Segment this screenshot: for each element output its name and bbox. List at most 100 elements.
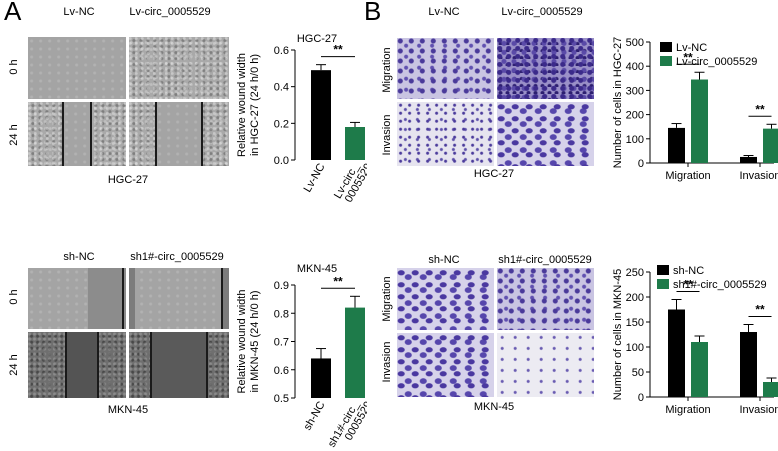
- col-label-lv-nc: Lv-NC: [63, 6, 95, 18]
- chart-transwell-mkn45-category-label: Migration: [665, 404, 710, 416]
- chart-transwell-hgc27-bar: [740, 156, 757, 163]
- chart-wound-hgc27-y-tick-label: 0.4: [274, 82, 289, 94]
- chart-wound-hgc27: HGC-27 Relative wound width in HGC-27 (24 …: [236, 33, 367, 205]
- chart-transwell-mkn45-y-tick-label: 0: [638, 392, 644, 404]
- chart-transwell-mkn45-sig-stars: **: [683, 278, 693, 292]
- wound-image-mkn45-sh1circ-0h: [129, 268, 229, 329]
- wound-image-mkn45-shnc-0h: [28, 268, 126, 329]
- row-label-0h: 0 h: [8, 59, 20, 75]
- chart-transwell-hgc27-bar: [691, 79, 708, 163]
- wound-image-mkn45-sh1circ-24h: [129, 332, 229, 398]
- chart-transwell-hgc27-y-tick-label: 0: [638, 158, 644, 170]
- chart-transwell-mkn45-legend-label: sh1#-circ_0005529: [673, 279, 767, 291]
- chart-transwell-mkn45-bar: [763, 382, 778, 397]
- chart-wound-mkn45-ylabel: in MKN-45 (24 h/0 h): [249, 290, 261, 392]
- chart-wound-mkn45-y-tick-label: 0.7: [274, 337, 289, 349]
- transwell-mkn45-shnc-migration: [397, 268, 494, 330]
- col-label-b-sh1-circ: sh1#-circ_0005529: [498, 254, 592, 266]
- chart-transwell-mkn45-legend-swatch: [657, 279, 669, 289]
- chart-transwell-mkn45-bar: [740, 332, 757, 397]
- chart-transwell-mkn45-legend-swatch: [657, 265, 669, 275]
- chart-transwell-mkn45-category-label: Invasion: [740, 404, 778, 416]
- chart-wound-mkn45-category-label: sh-NC: [302, 399, 328, 432]
- chart-wound-hgc27-sig-stars: **: [333, 43, 343, 57]
- chart-transwell-hgc27-legend-label: Lv-circ_0005529: [676, 56, 757, 68]
- transwell-mkn45-sh1circ-invasion: [497, 333, 594, 397]
- chart-wound-mkn45-sig-stars: **: [333, 274, 343, 288]
- chart-transwell-mkn45-y-tick-label: 250: [626, 267, 644, 279]
- chart-wound-mkn45-y-tick-label: 0.6: [274, 365, 289, 377]
- chart-transwell-hgc27-sig-stars: **: [755, 102, 765, 116]
- chart-transwell-mkn45-ylabel: Number of cells in MKN-45: [612, 269, 624, 400]
- row-label-invasion: Invasion: [381, 114, 393, 156]
- panel-a-letter: A: [4, 0, 22, 26]
- chart-transwell-hgc27-y-tick-label: 400: [626, 61, 644, 73]
- chart-transwell-hgc27-sig-stars: **: [683, 50, 693, 64]
- chart-wound-hgc27-y-tick-label: 0.2: [274, 118, 289, 130]
- row-label-0h-b: 0 h: [8, 289, 20, 305]
- cell-line-label-hgc27-b: HGC-27: [473, 168, 515, 180]
- wound-image-hgc27-lvcirc-0h: [129, 37, 229, 99]
- transwell-hgc27-lvcirc-migration: [497, 38, 594, 99]
- chart-transwell-mkn45: Number of cells in MKN-45 0 50 100 150 200 250…: [612, 265, 778, 416]
- row-label-24h-b: 24 h: [8, 354, 20, 376]
- chart-wound-mkn45-bar: [311, 358, 331, 398]
- transwell-mkn45-shnc-invasion: [397, 333, 494, 397]
- chart-transwell-mkn45-sig-stars: **: [755, 303, 765, 317]
- row-label-migration: Migration: [381, 47, 393, 93]
- wound-image-hgc27-lvnc-0h: [28, 37, 126, 99]
- chart-transwell-hgc27-legend-label: Lv-NC: [676, 42, 707, 54]
- chart-transwell-hgc27-bar: [763, 128, 778, 163]
- transwell-hgc27-lvnc-invasion: [397, 102, 494, 166]
- chart-transwell-hgc27-y-tick-label: 200: [626, 110, 644, 122]
- chart-transwell-mkn45-y-tick-label: 200: [626, 292, 644, 304]
- chart-wound-hgc27-y-tick-label: 0.6: [274, 45, 289, 57]
- col-label-lv-circ: Lv-circ_0005529: [129, 6, 211, 18]
- col-label-b-sh-nc: sh-NC: [428, 254, 460, 266]
- col-label-sh1-circ: sh1#-circ_0005529: [130, 251, 224, 263]
- chart-transwell-hgc27-bar: [668, 127, 685, 163]
- chart-wound-mkn45: MKN-45 Relative wound width in MKN-45 (24 …: [236, 263, 367, 449]
- chart-transwell-hgc27: Number of cells in HGC-27 0 100 200 300 400 50…: [612, 37, 778, 182]
- chart-transwell-mkn45-y-tick-label: 150: [626, 317, 644, 329]
- col-label-b-lv-nc: Lv-NC: [428, 6, 460, 18]
- transwell-mkn45-sh1circ-migration: [497, 268, 594, 330]
- chart-wound-hgc27-y-tick-label: 0.0: [274, 155, 289, 167]
- chart-wound-mkn45-bar: [345, 307, 365, 398]
- chart-wound-mkn45-y-tick-label: 0.9: [274, 280, 289, 292]
- chart-transwell-hgc27-y-tick-label: 100: [626, 134, 644, 146]
- chart-wound-hgc27-ylabel: in HGC-27 (24 h/0 h): [249, 54, 261, 156]
- chart-wound-hgc27-bar: [311, 70, 331, 160]
- chart-wound-mkn45-y-tick-label: 0.8: [274, 308, 289, 320]
- chart-transwell-hgc27-category-label: Migration: [665, 170, 710, 182]
- chart-transwell-mkn45-bar: [691, 342, 708, 397]
- col-label-sh-nc: sh-NC: [63, 251, 95, 263]
- chart-transwell-hgc27-legend-swatch: [660, 42, 672, 52]
- chart-wound-mkn45-title: MKN-45: [297, 263, 337, 275]
- chart-wound-hgc27-bar: [345, 127, 365, 160]
- chart-transwell-hgc27-y-tick-label: 500: [626, 37, 644, 49]
- transwell-hgc27-lvcirc-invasion: [497, 102, 594, 166]
- wound-image-hgc27-lvcirc-24h: [129, 102, 229, 166]
- wound-image-hgc27-lvnc-24h: [28, 102, 126, 166]
- chart-transwell-mkn45-y-tick-label: 100: [626, 342, 644, 354]
- cell-line-label-hgc27-a: HGC-27: [107, 174, 149, 186]
- row-label-invasion-b: Invasion: [381, 341, 393, 383]
- chart-wound-mkn45-y-tick-label: 0.5: [274, 393, 289, 405]
- chart-transwell-hgc27-legend-swatch: [660, 56, 672, 66]
- chart-transwell-hgc27-y-tick-label: 300: [626, 85, 644, 97]
- chart-wound-hgc27-category-label: Lv-NC: [302, 161, 328, 194]
- cell-line-label-mkn45-a: MKN-45: [107, 404, 149, 416]
- chart-transwell-hgc27-ylabel: Number of cells in HGC-27: [612, 37, 624, 168]
- row-label-24h: 24 h: [8, 124, 20, 146]
- cell-line-label-mkn45-b: MKN-45: [473, 401, 515, 413]
- row-label-migration-b: Migration: [381, 276, 393, 322]
- col-label-b-lv-circ: Lv-circ_0005529: [501, 6, 583, 18]
- transwell-hgc27-lvnc-migration: [397, 38, 494, 99]
- chart-transwell-mkn45-legend-label: sh-NC: [673, 265, 704, 277]
- wound-image-mkn45-shnc-24h: [28, 332, 126, 398]
- chart-transwell-mkn45-y-tick-label: 50: [632, 367, 644, 379]
- panel-b-letter: B: [364, 0, 382, 26]
- chart-wound-hgc27-ylabel: Relative wound width: [236, 53, 248, 157]
- chart-wound-mkn45-ylabel: Relative wound width: [236, 290, 248, 394]
